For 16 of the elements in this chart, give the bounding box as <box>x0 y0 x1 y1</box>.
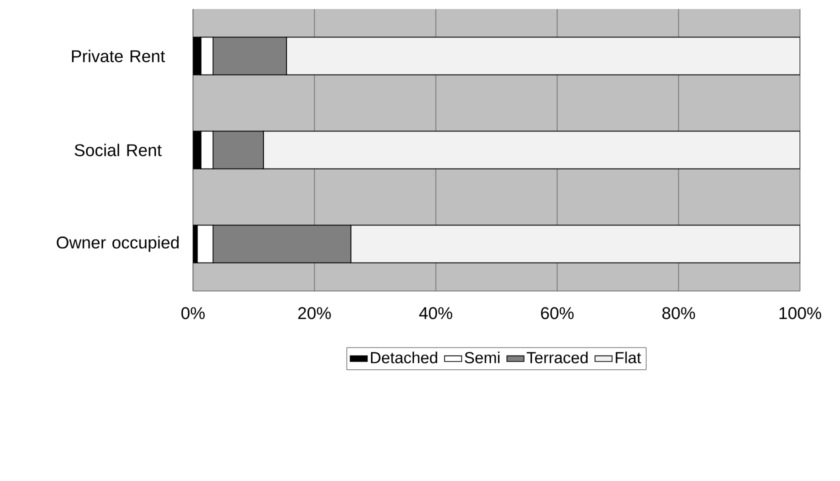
bar <box>263 130 800 170</box>
legend-label: Semi <box>464 352 500 364</box>
x-tick-label: 60% <box>541 307 574 320</box>
x-tick-label: 0% <box>181 307 205 320</box>
y-tick-label: Social Rent <box>74 144 162 156</box>
x-tick-label: 20% <box>298 307 331 320</box>
x-tick-label: 80% <box>662 307 695 320</box>
legend-label: Detached <box>371 352 438 364</box>
x-tick-label: 100% <box>780 307 822 320</box>
legend-label: Flat <box>616 352 642 364</box>
y-tick-label: Private Rent <box>72 50 165 62</box>
bar <box>286 36 800 76</box>
legend-label: Terraced <box>526 352 588 364</box>
bar <box>350 224 800 264</box>
x-tick-label: 40% <box>419 307 452 320</box>
y-tick-label: Owner occupied <box>56 236 179 252</box>
